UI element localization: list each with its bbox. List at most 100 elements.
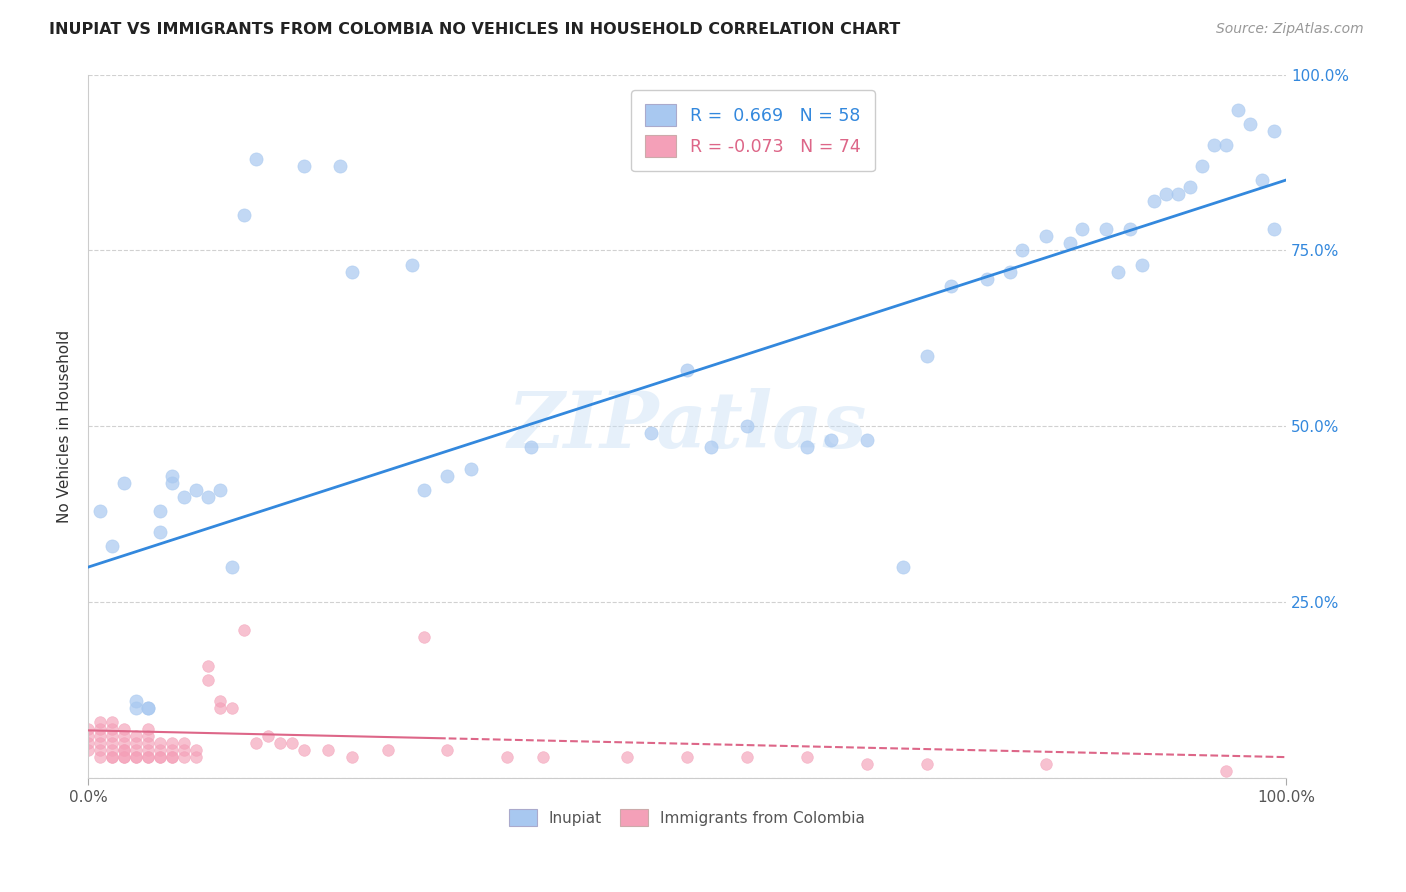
Point bbox=[173, 490, 195, 504]
Point bbox=[89, 750, 111, 764]
Point bbox=[101, 539, 124, 553]
Point bbox=[149, 524, 172, 539]
Point bbox=[101, 729, 124, 743]
Point bbox=[208, 483, 231, 497]
Point bbox=[855, 434, 877, 448]
Point bbox=[149, 750, 172, 764]
Point bbox=[125, 694, 148, 708]
Point bbox=[149, 743, 172, 757]
Point bbox=[820, 434, 842, 448]
Point bbox=[197, 658, 219, 673]
Point bbox=[316, 743, 339, 757]
Point bbox=[136, 750, 159, 764]
Point bbox=[77, 743, 100, 757]
Text: INUPIAT VS IMMIGRANTS FROM COLOMBIA NO VEHICLES IN HOUSEHOLD CORRELATION CHART: INUPIAT VS IMMIGRANTS FROM COLOMBIA NO V… bbox=[49, 22, 900, 37]
Point bbox=[77, 729, 100, 743]
Point bbox=[915, 757, 938, 772]
Point bbox=[1035, 229, 1057, 244]
Point bbox=[915, 349, 938, 363]
Point bbox=[125, 701, 148, 715]
Point bbox=[89, 743, 111, 757]
Point bbox=[1263, 124, 1285, 138]
Point bbox=[1215, 764, 1237, 779]
Point bbox=[112, 475, 135, 490]
Point bbox=[1071, 222, 1094, 236]
Point bbox=[221, 701, 243, 715]
Point bbox=[256, 729, 278, 743]
Point bbox=[1000, 264, 1022, 278]
Point bbox=[401, 258, 423, 272]
Point bbox=[412, 631, 434, 645]
Point bbox=[1263, 222, 1285, 236]
Point bbox=[292, 159, 315, 173]
Point bbox=[184, 750, 207, 764]
Text: ZIPatlas: ZIPatlas bbox=[508, 388, 866, 465]
Point bbox=[939, 278, 962, 293]
Point bbox=[101, 750, 124, 764]
Point bbox=[125, 750, 148, 764]
Point bbox=[329, 159, 352, 173]
Point bbox=[735, 419, 758, 434]
Point bbox=[136, 701, 159, 715]
Point bbox=[89, 722, 111, 736]
Point bbox=[136, 701, 159, 715]
Point bbox=[184, 483, 207, 497]
Point bbox=[1178, 180, 1201, 194]
Point bbox=[112, 750, 135, 764]
Point bbox=[125, 736, 148, 750]
Point bbox=[436, 468, 458, 483]
Text: Source: ZipAtlas.com: Source: ZipAtlas.com bbox=[1216, 22, 1364, 37]
Point bbox=[149, 750, 172, 764]
Point bbox=[101, 714, 124, 729]
Point bbox=[173, 750, 195, 764]
Point bbox=[112, 743, 135, 757]
Point bbox=[136, 729, 159, 743]
Point bbox=[1204, 137, 1226, 152]
Point bbox=[232, 208, 254, 222]
Point bbox=[160, 750, 183, 764]
Point bbox=[112, 722, 135, 736]
Point bbox=[101, 736, 124, 750]
Legend: Inupiat, Immigrants from Colombia: Inupiat, Immigrants from Colombia bbox=[502, 801, 873, 834]
Point bbox=[676, 750, 699, 764]
Point bbox=[77, 736, 100, 750]
Point bbox=[197, 673, 219, 687]
Point bbox=[1215, 137, 1237, 152]
Point bbox=[160, 736, 183, 750]
Point bbox=[1095, 222, 1118, 236]
Point bbox=[89, 736, 111, 750]
Point bbox=[136, 743, 159, 757]
Point bbox=[735, 750, 758, 764]
Point bbox=[245, 152, 267, 166]
Point bbox=[101, 750, 124, 764]
Point bbox=[1035, 757, 1057, 772]
Point bbox=[1119, 222, 1142, 236]
Point bbox=[136, 750, 159, 764]
Point bbox=[1227, 103, 1250, 117]
Point bbox=[1130, 258, 1153, 272]
Point bbox=[221, 560, 243, 574]
Point bbox=[340, 750, 363, 764]
Point bbox=[676, 363, 699, 377]
Point bbox=[160, 743, 183, 757]
Point bbox=[460, 461, 482, 475]
Point bbox=[112, 743, 135, 757]
Point bbox=[1239, 117, 1261, 131]
Point bbox=[269, 736, 291, 750]
Point bbox=[1059, 236, 1081, 251]
Point bbox=[340, 264, 363, 278]
Point bbox=[89, 504, 111, 518]
Point bbox=[112, 729, 135, 743]
Point bbox=[640, 426, 662, 441]
Point bbox=[976, 271, 998, 285]
Point bbox=[281, 736, 304, 750]
Point bbox=[101, 743, 124, 757]
Point bbox=[531, 750, 554, 764]
Point bbox=[1251, 173, 1274, 187]
Point bbox=[855, 757, 877, 772]
Point bbox=[112, 736, 135, 750]
Point bbox=[796, 441, 818, 455]
Point bbox=[208, 701, 231, 715]
Point bbox=[125, 729, 148, 743]
Point bbox=[520, 441, 543, 455]
